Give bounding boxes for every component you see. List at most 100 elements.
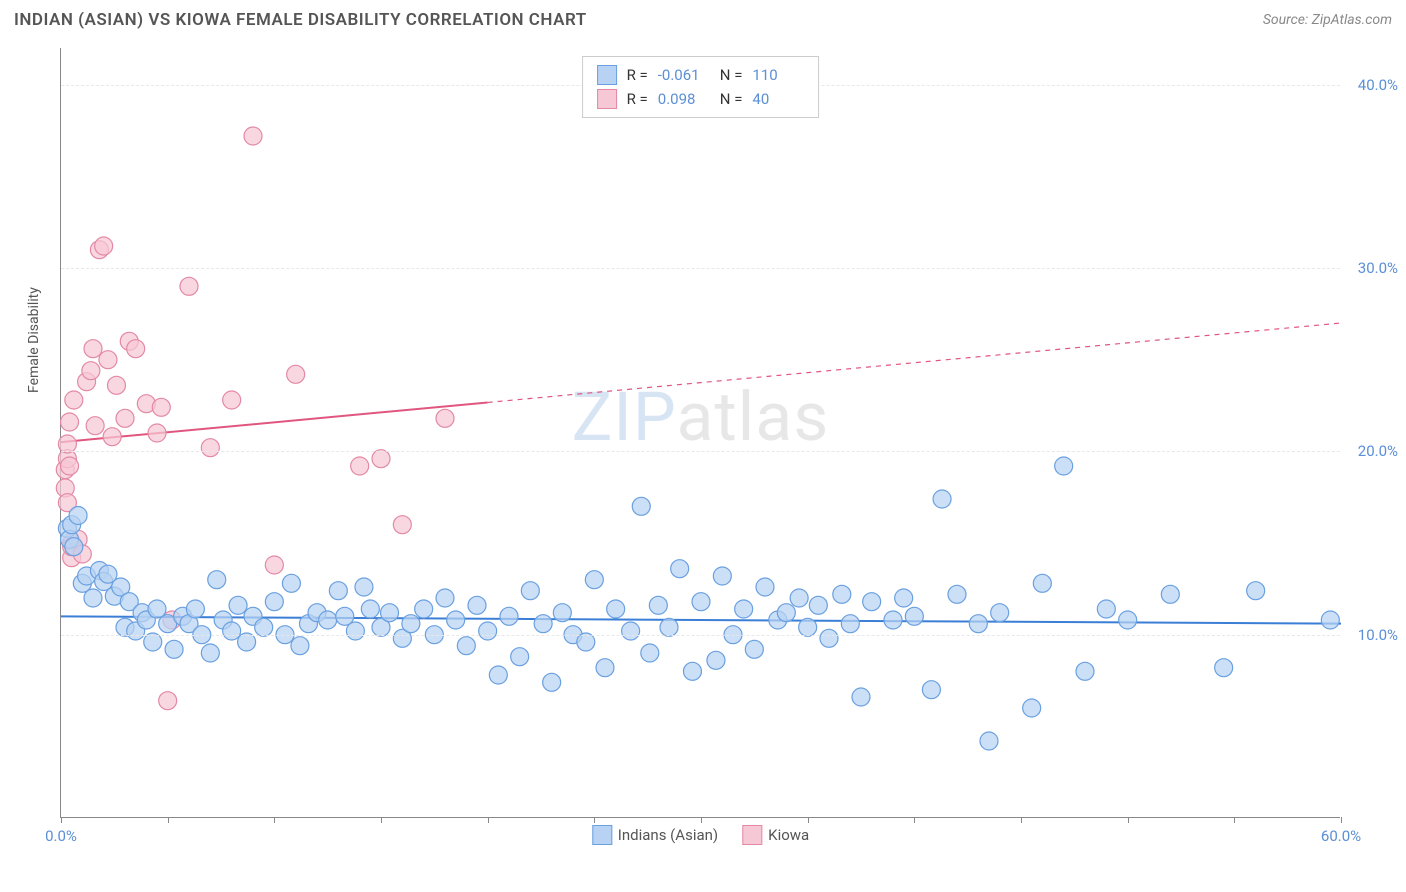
indians-point [238,633,256,651]
legend-r-label: R = [627,90,648,108]
indians-point [905,607,923,625]
indians-point [165,640,183,658]
gridline [61,451,1340,452]
plot-svg [61,48,1340,817]
indians-point [500,607,518,625]
legend-n-value: 110 [752,66,804,84]
x-tick-label: 0.0% [45,827,77,845]
x-tick [594,817,595,823]
plot-area: ZIPatlas R =-0.061N =110R =0.098N =40 In… [60,48,1340,818]
x-tick [274,817,275,823]
kiowa-point [58,435,76,453]
indians-point [632,497,650,515]
x-tick [1128,817,1129,823]
legend-swatch [597,65,617,85]
kiowa-point [61,457,79,475]
legend-r-value: 0.098 [658,90,710,108]
indians-point [534,615,552,633]
indians-point [790,589,808,607]
kiowa-point [393,516,411,534]
kiowa-point [152,398,170,416]
indians-point [511,648,529,666]
kiowa-point [351,457,369,475]
kiowa-point [287,365,305,383]
indians-point [468,596,486,614]
indians-point [346,622,364,640]
indians-point [229,596,247,614]
y-tick-label: 40.0% [1358,76,1398,94]
indians-point [329,582,347,600]
indians-point [1321,611,1339,629]
indians-point [186,600,204,618]
chart-container: Female Disability ZIPatlas R =-0.061N =1… [10,38,1396,858]
x-tick [488,817,489,823]
kiowa-point [95,237,113,255]
indians-point [991,604,1009,622]
indians-point [660,618,678,636]
indians-point [969,615,987,633]
indians-point [777,604,795,622]
kiowa-point [244,127,262,145]
indians-point [607,600,625,618]
indians-point [69,507,87,525]
kiowa-point [223,391,241,409]
gridline [61,635,1340,636]
indians-point [415,600,433,618]
indians-point [489,666,507,684]
indians-point [361,600,379,618]
x-tick [701,817,702,823]
indians-point [841,615,859,633]
indians-point [948,585,966,603]
kiowa-point [107,376,125,394]
kiowa-point [86,417,104,435]
y-tick-label: 20.0% [1358,442,1398,460]
indians-point [596,659,614,677]
indians-point [585,571,603,589]
indians-point [479,622,497,640]
correlation-legend: R =-0.061N =110R =0.098N =40 [582,56,820,118]
indians-point [1161,585,1179,603]
indians-point [282,574,300,592]
indians-point [65,538,83,556]
indians-point [641,644,659,662]
legend-swatch [597,89,617,109]
kiowa-trendline-dashed [488,323,1341,402]
indians-point [144,633,162,651]
series-legend-label: Indians (Asian) [618,826,718,844]
indians-point [355,578,373,596]
chart-title: INDIAN (ASIAN) VS KIOWA FEMALE DISABILIT… [14,10,587,30]
indians-point [745,640,763,658]
kiowa-point [61,413,79,431]
indians-point [692,593,710,611]
indians-point [884,611,902,629]
x-tick-label: 60.0% [1321,827,1361,845]
x-tick [808,817,809,823]
indians-point [319,611,337,629]
x-tick [168,817,169,823]
legend-row: R =0.098N =40 [597,87,805,111]
indians-point [895,589,913,607]
legend-n-value: 40 [752,90,804,108]
indians-point [1033,574,1051,592]
indians-point [381,604,399,622]
indians-point [707,651,725,669]
indians-point [402,615,420,633]
indians-point [1247,582,1265,600]
x-tick [914,817,915,823]
series-legend: Indians (Asian) Kiowa [592,825,809,845]
indians-point [922,681,940,699]
indians-point [201,644,219,662]
indians-point [1097,600,1115,618]
x-tick [61,817,62,823]
indians-point [1076,662,1094,680]
indians-point [1055,457,1073,475]
legend-r-label: R = [627,66,648,84]
kiowa-point [127,340,145,358]
kiowa-point [180,277,198,295]
series-legend-item: Kiowa [742,825,809,845]
indians-point [852,688,870,706]
x-tick [1021,817,1022,823]
indians-point [457,637,475,655]
series-legend-item: Indians (Asian) [592,825,718,845]
indians-point [291,637,309,655]
